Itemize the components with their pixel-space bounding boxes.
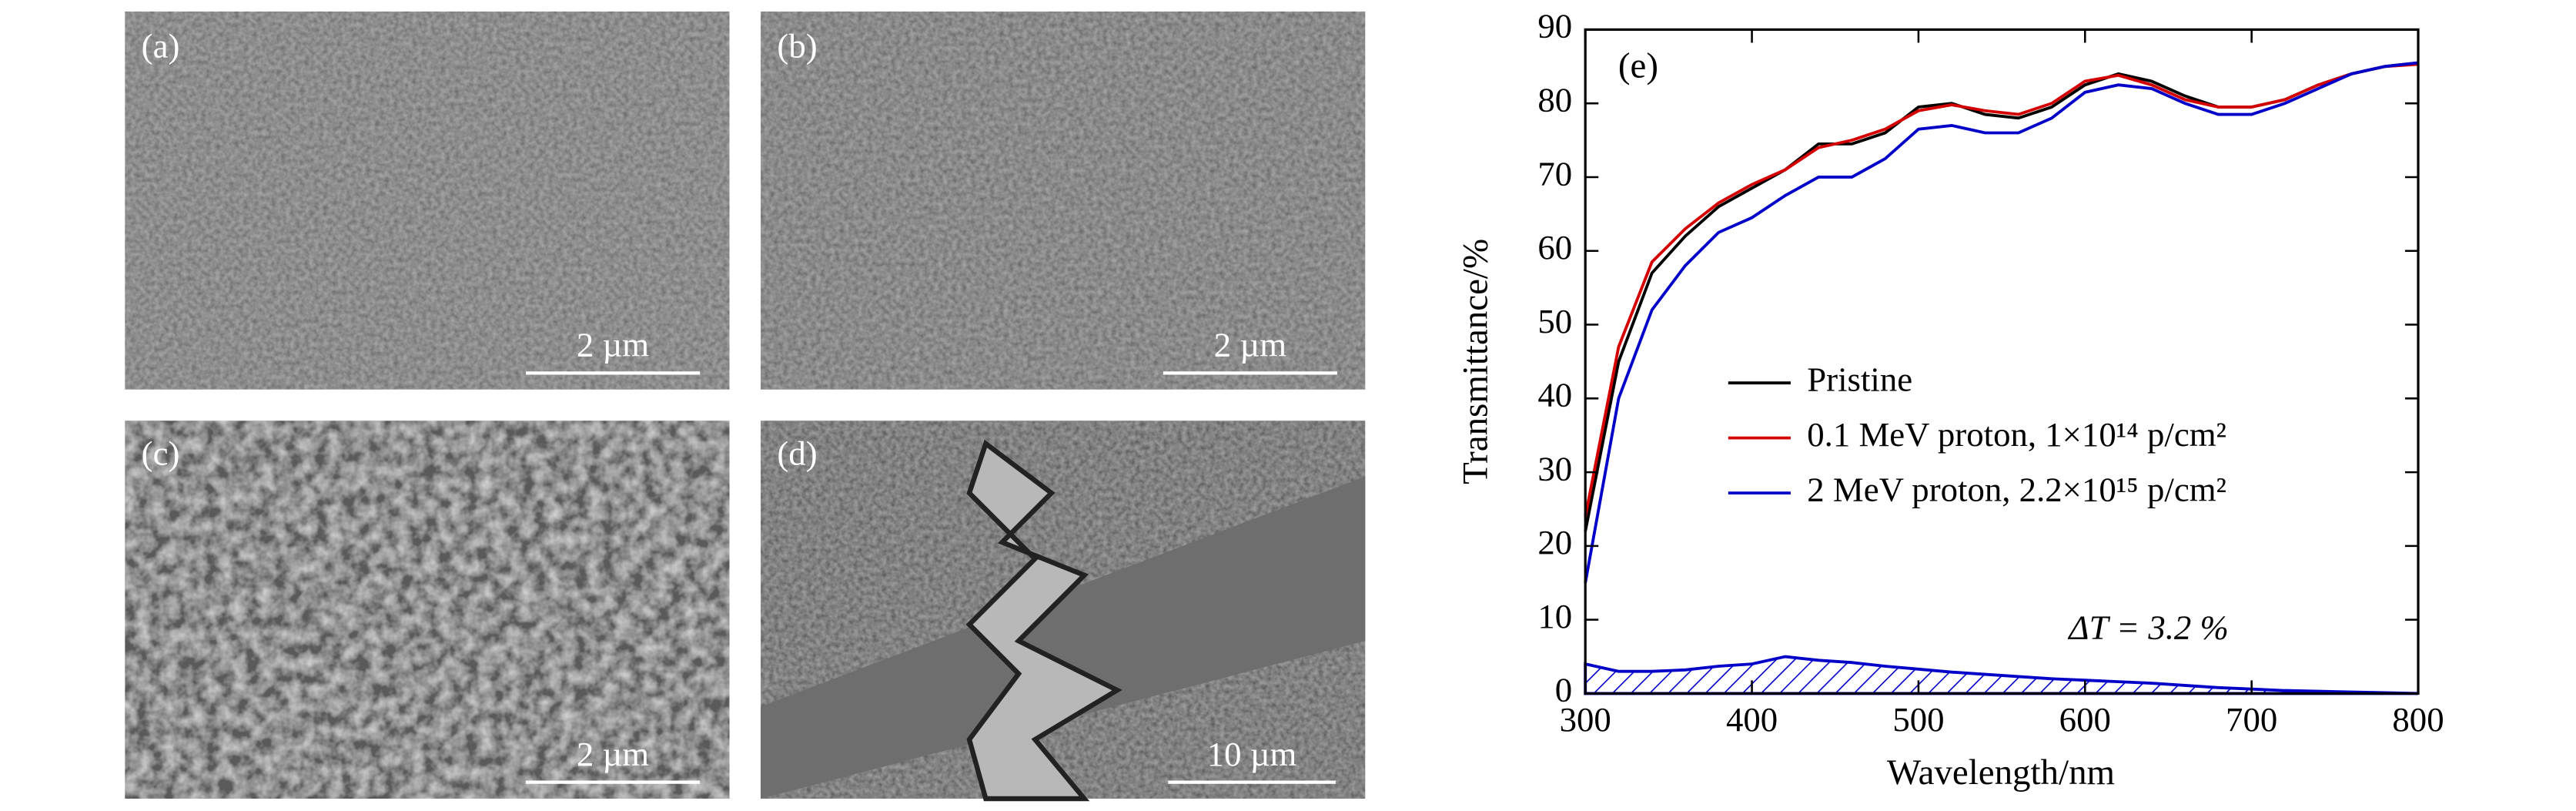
- annotation: ΔT = 3.2 %: [2067, 608, 2229, 647]
- y-tick-label: 20: [1537, 523, 1572, 561]
- plot-frame: [1584, 28, 2420, 695]
- panel-label: (d): [777, 434, 817, 472]
- scale-bar-label: 10 µm: [1207, 735, 1297, 773]
- y-tick-label: 10: [1537, 597, 1572, 635]
- y-tick-label: 70: [1537, 154, 1572, 193]
- crack: [965, 439, 1122, 802]
- y-tick-label: 30: [1537, 449, 1572, 488]
- y-tick-label: 50: [1537, 302, 1572, 340]
- x-tick-label: 800: [2392, 700, 2444, 739]
- delta-area: [1584, 655, 2419, 695]
- x-tick-label: 300: [1560, 700, 1611, 739]
- y-tick-label: 40: [1537, 376, 1572, 414]
- sem-image: [125, 421, 730, 799]
- series-line: [1584, 61, 2419, 584]
- legend-label: 0.1 MeV proton, 1×10¹⁴ p/cm²: [1807, 415, 2226, 454]
- series-line: [1584, 62, 2419, 517]
- legend-label: 2 MeV proton, 2.2×10¹⁵ p/cm²: [1807, 470, 2226, 508]
- chart: (e) Wavelength/nm Transmittance/% ΔT = 3…: [1455, 7, 2444, 793]
- panel-label: (c): [142, 434, 180, 472]
- x-tick-label: 500: [1892, 700, 1944, 739]
- x-axis-title: Wavelength/nm: [1887, 752, 2115, 793]
- scale-bar-label: 2 µm: [1214, 326, 1286, 364]
- scale-bar-label: 2 µm: [577, 735, 649, 773]
- sem-image: [125, 11, 730, 390]
- y-tick-label: 80: [1537, 80, 1572, 119]
- panel-label: (a): [142, 26, 180, 65]
- y-tick-label: 60: [1537, 228, 1572, 266]
- sem-panel-b: (b) 2 µm: [761, 11, 1366, 390]
- sem-image: [761, 11, 1366, 390]
- panel-label: (e): [1618, 45, 1658, 85]
- film-band: [761, 476, 1366, 799]
- y-tick-label: 90: [1537, 7, 1572, 45]
- sem-panel-c: (c) 2 µm: [125, 421, 730, 799]
- x-tick-label: 600: [2059, 700, 2111, 739]
- x-tick-label: 700: [2226, 700, 2277, 739]
- sem-panel-a: (a) 2 µm: [125, 11, 730, 390]
- y-tick-label: 0: [1555, 671, 1572, 709]
- legend-label: Pristine: [1807, 360, 1912, 398]
- panel-label: (b): [777, 26, 817, 65]
- x-tick-label: 400: [1726, 700, 1778, 739]
- y-axis-title: Transmittance/%: [1455, 239, 1495, 484]
- scale-bar-label: 2 µm: [577, 326, 649, 364]
- sem-panel-d: (d) 10 µm: [761, 421, 1366, 802]
